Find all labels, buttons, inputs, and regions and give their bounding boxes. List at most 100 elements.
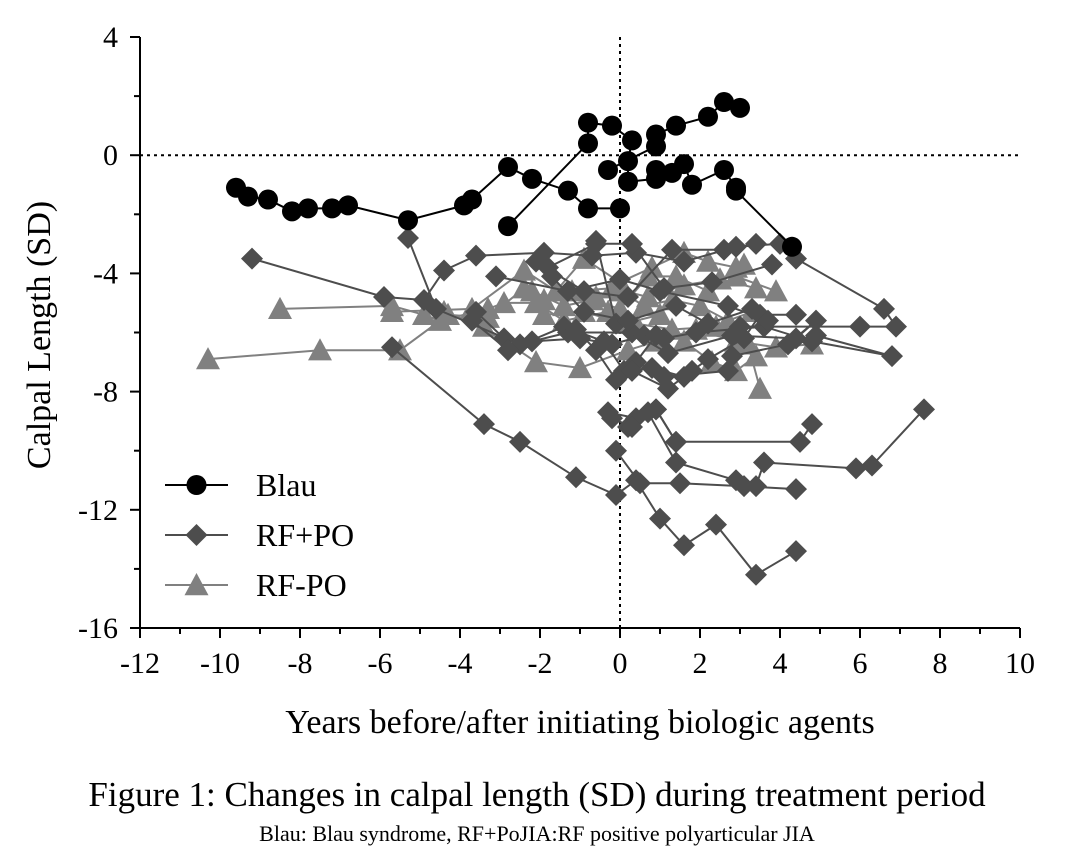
x-tick-label: -10 <box>200 647 240 680</box>
data-point-rf-po <box>585 232 607 255</box>
data-point-rf-po <box>785 303 807 326</box>
data-point-rf-po <box>584 285 608 308</box>
data-point-rf-po <box>701 271 723 294</box>
data-point-rf-po <box>805 324 827 347</box>
data-point-rf-po <box>573 280 595 303</box>
data-point-blau <box>522 168 542 189</box>
x-tick-label: -12 <box>120 647 160 680</box>
data-point-rf-po <box>425 297 447 320</box>
data-point-rf-po <box>753 451 775 474</box>
data-point-blau <box>578 198 598 219</box>
data-point-blau <box>338 195 358 216</box>
data-point-rf-po <box>913 398 935 421</box>
data-point-rf-po <box>524 350 548 373</box>
data-point-rf-po <box>633 324 655 347</box>
figure-caption-title: Figure 1: Changes in calpal length (SD) … <box>88 775 986 814</box>
data-point-rf-po <box>621 359 643 382</box>
data-point-rf-po <box>509 430 531 453</box>
data-point-rf-po <box>873 297 895 320</box>
data-point-blau <box>322 198 342 219</box>
data-point-blau <box>238 186 258 207</box>
data-point-rf-po <box>805 309 827 332</box>
data-point-blau <box>618 151 638 172</box>
data-point-rf-po <box>653 277 675 300</box>
data-point-rf-po <box>412 302 436 325</box>
data-point-blau <box>610 198 630 219</box>
data-point-rf-po <box>881 345 903 368</box>
legend-marker-rf-po <box>185 524 208 546</box>
x-tick-label: 10 <box>1005 647 1035 680</box>
data-point-rf-po <box>552 293 576 317</box>
legend: Blau RF+PO RF-PO <box>165 467 354 603</box>
data-point-blau <box>674 154 694 175</box>
data-point-rf-po <box>497 339 519 362</box>
data-point-rf-po <box>697 348 719 371</box>
data-point-rf-po <box>705 513 727 536</box>
data-point-rf-po <box>532 302 556 325</box>
data-point-rf-po <box>461 309 483 332</box>
data-point-blau <box>498 157 518 178</box>
data-point-rf-po <box>673 250 695 273</box>
data-point-rf-po <box>308 338 332 361</box>
data-point-rf-po <box>789 430 811 453</box>
data-point-rf-po <box>268 296 292 320</box>
data-point-rf-po <box>629 472 651 495</box>
legend-marker-rf-po <box>184 573 209 596</box>
data-point-rf-po <box>565 466 587 489</box>
data-point-rf-po <box>617 309 639 332</box>
x-tick-label: -8 <box>288 647 313 680</box>
figure-caption-subtitle: Blau: Blau syndrome, RF+PoJIA:RF positiv… <box>259 821 815 846</box>
data-point-rf-po <box>761 253 783 276</box>
data-point-rf-po <box>757 309 779 332</box>
data-point-blau <box>398 210 418 231</box>
x-tick-label: 6 <box>853 647 868 680</box>
data-point-blau <box>298 198 318 219</box>
data-point-rf-po <box>849 315 871 338</box>
data-point-rf-po <box>681 359 703 382</box>
data-point-rf-po <box>669 472 691 495</box>
data-point-rf-po <box>648 302 672 325</box>
data-point-rf-po <box>241 247 263 270</box>
data-point-rf-po <box>397 226 419 249</box>
data-point-blau <box>730 97 750 118</box>
data-point-rf-po <box>665 294 687 317</box>
data-point-rf-po <box>688 293 712 317</box>
data-point-rf-po <box>885 315 907 338</box>
data-point-rf-po <box>801 413 823 436</box>
data-point-rf-po <box>645 398 667 421</box>
data-point-rf-po <box>521 330 543 353</box>
data-point-rf-po <box>512 258 536 281</box>
y-tick-label: -4 <box>93 257 118 290</box>
data-point-rf-po <box>433 259 455 282</box>
data-point-rf-po <box>745 232 767 255</box>
data-point-rf-po <box>717 294 739 317</box>
data-point-blau <box>646 124 666 145</box>
x-axis: -12 -10 -8 -6 -4 -2 0 2 4 6 8 10 <box>120 628 1035 680</box>
data-point-rf-po <box>380 299 404 323</box>
data-point-rf-po <box>492 290 516 314</box>
legend-label: RF-PO <box>256 567 347 603</box>
data-point-rf-po <box>733 327 755 350</box>
data-point-rf-po <box>717 359 739 382</box>
data-point-rf-po <box>672 329 696 352</box>
data-point-rf-po <box>673 534 695 557</box>
data-point-blau <box>578 133 598 154</box>
y-tick-label: 0 <box>103 139 118 172</box>
data-point-blau <box>646 159 666 180</box>
data-point-rf-po <box>617 286 639 309</box>
data-point-rf-po <box>845 457 867 480</box>
data-point-rf-po <box>696 279 720 302</box>
data-point-blau <box>462 189 482 210</box>
data-point-blau <box>682 174 702 195</box>
data-point-blau <box>258 189 278 210</box>
legend-item-rf-po: RF+PO <box>165 517 354 553</box>
data-point-blau <box>578 112 598 133</box>
data-point-blau <box>498 216 518 237</box>
data-point-rf-po <box>568 355 592 379</box>
data-point-rf-po <box>745 475 767 498</box>
data-point-blau <box>782 236 802 257</box>
data-point-rf-po <box>713 238 735 261</box>
x-tick-label: 4 <box>773 647 788 680</box>
data-point-rf-po <box>657 377 679 400</box>
